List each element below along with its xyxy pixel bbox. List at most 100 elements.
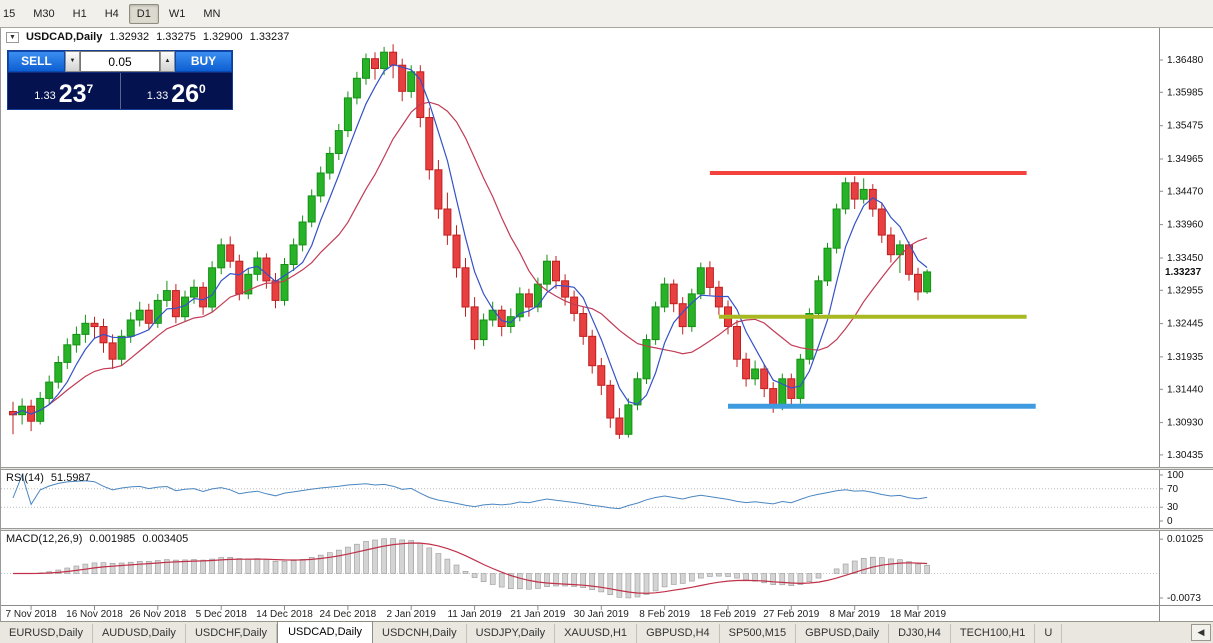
candle — [850, 182, 859, 200]
macd-histogram-bar — [372, 539, 378, 574]
candle — [814, 280, 823, 315]
svg-text:1.36480: 1.36480 — [1167, 55, 1204, 66]
candle — [226, 244, 235, 262]
macd-histogram-bar — [860, 557, 867, 574]
macd-histogram-bar — [797, 573, 804, 585]
rsi-pane-canvas[interactable]: 100 70 30 0 — [1, 470, 1213, 528]
macd-histogram-bar — [598, 573, 605, 593]
ma-fast-line[interactable] — [12, 63, 928, 416]
candle — [823, 247, 832, 282]
macd-histogram-bar — [326, 552, 333, 574]
chart-tab-usdjpy-daily[interactable]: USDJPY,Daily — [467, 624, 556, 643]
candles-layer — [9, 44, 932, 439]
chart-window[interactable]: 1.36480 1.35985 1.35475 1.34965 1.34470 1.339… — [0, 28, 1213, 621]
ma-slow-line[interactable] — [12, 101, 928, 416]
time-axis-canvas[interactable]: 7 Nov 2018 16 Nov 2018 26 Nov 2018 5 Dec 20… — [1, 605, 1213, 621]
chart-tab-dj30-h4[interactable]: DJ30,H4 — [889, 624, 951, 643]
chart-tab-gbpusd-h4[interactable]: GBPUSD,H4 — [637, 624, 720, 643]
candle — [832, 208, 841, 249]
timeframe-button-d1[interactable]: D1 — [128, 3, 159, 24]
macd-histogram-bar — [335, 549, 342, 574]
svg-text:8 Mar 2019: 8 Mar 2019 — [829, 609, 880, 620]
chart-tab-xauusd-h1[interactable]: XAUUSD,H1 — [555, 624, 638, 643]
pane-splitter[interactable] — [1, 528, 1213, 531]
macd-histogram-bar — [317, 554, 324, 574]
candle — [425, 117, 434, 171]
sell-price[interactable]: 1.33 23 7 — [8, 73, 121, 109]
candle — [533, 283, 542, 308]
macd-histogram-bar — [670, 573, 677, 585]
macd-histogram-bar — [173, 559, 179, 574]
chart-tab-usdcad-daily[interactable]: USDCAD,Daily — [277, 621, 374, 643]
macd-signal-line — [13, 542, 928, 594]
svg-text:1.33237: 1.33237 — [1165, 267, 1202, 278]
tab-scroll-left-icon[interactable]: ◀ — [1191, 624, 1211, 641]
candle — [615, 417, 624, 435]
candle — [135, 309, 144, 321]
macd-histogram-bar — [526, 573, 532, 590]
macd-histogram-bar — [616, 573, 623, 598]
candle — [742, 358, 751, 380]
svg-text:1.34965: 1.34965 — [1167, 154, 1204, 165]
chart-tab-gbpusd-daily[interactable]: GBPUSD,Daily — [796, 624, 890, 643]
macd-histogram-bar — [245, 558, 252, 574]
timeframe-button-h4[interactable]: H4 — [104, 7, 119, 20]
pane-splitter[interactable] — [1, 467, 1213, 470]
macd-histogram-bar — [580, 573, 587, 588]
chart-tab-u[interactable]: U — [1035, 624, 1063, 643]
svg-text:0.01025: 0.01025 — [1167, 534, 1204, 545]
volume-input[interactable] — [80, 51, 160, 72]
svg-text:1.30435: 1.30435 — [1167, 450, 1204, 461]
macd-histogram — [1, 538, 1159, 599]
price-chart-canvas[interactable]: 1.36480 1.35985 1.35475 1.34965 1.34470 1.339… — [1, 28, 1213, 467]
candle — [72, 333, 81, 346]
macd-histogram-bar — [209, 558, 215, 574]
timeframe-button-mn[interactable]: MN — [203, 7, 221, 20]
chart-tab-usdcnh-daily[interactable]: USDCNH,Daily — [373, 624, 467, 643]
macd-histogram-bar — [182, 559, 188, 574]
sell-button[interactable]: SELL — [8, 51, 65, 72]
candle — [316, 172, 325, 197]
trade-panel-controls: SELL ▼ ▲ BUY — [8, 51, 232, 72]
macd-histogram-bar — [489, 573, 496, 585]
chart-tab-eurusd-daily[interactable]: EURUSD,Daily — [0, 624, 93, 643]
macd-histogram-bar — [679, 573, 686, 584]
macd-histogram-bar — [399, 539, 406, 574]
buy-price-prefix: 1.33 — [146, 90, 169, 102]
svg-text:18 Feb 2019: 18 Feb 2019 — [700, 609, 757, 620]
timeframe-button-h1[interactable]: H1 — [72, 7, 87, 20]
time-axis[interactable]: 7 Nov 2018 16 Nov 2018 26 Nov 2018 5 Dec 20… — [1, 605, 1213, 621]
rsi-axis[interactable]: 100 70 30 0 — [1159, 470, 1184, 528]
svg-text:16 Nov 2018: 16 Nov 2018 — [66, 609, 123, 620]
candle — [552, 260, 560, 282]
trade-panel-collapse-icon[interactable]: ▼ — [6, 31, 19, 43]
volume-increase-button[interactable]: ▲ — [160, 51, 175, 72]
chart-tab-usdchf-daily[interactable]: USDCHF,Daily — [186, 624, 278, 643]
macd-axis[interactable]: 0.01025 -0.0073 — [1159, 531, 1204, 605]
macd-histogram-bar — [761, 573, 768, 584]
buy-price[interactable]: 1.33 26 0 — [121, 73, 233, 109]
candle — [280, 264, 289, 301]
svg-text:27 Feb 2019: 27 Feb 2019 — [763, 609, 820, 620]
chart-tab-audusd-daily[interactable]: AUDUSD,Daily — [93, 624, 186, 643]
svg-text:14 Dec 2018: 14 Dec 2018 — [256, 609, 313, 620]
timeframe-button-w1[interactable]: W1 — [168, 7, 186, 20]
price-axis[interactable]: 1.36480 1.35985 1.35475 1.34965 1.34470 1.339… — [1159, 28, 1204, 467]
candle — [678, 303, 687, 328]
candle — [796, 358, 805, 399]
macd-pane-canvas[interactable]: 0.01025 -0.0073 — [1, 531, 1213, 605]
timeframe-button-m30[interactable]: M30 — [33, 7, 55, 20]
macd-histogram-bar — [806, 573, 813, 582]
macd-histogram-bar — [869, 556, 876, 574]
candle — [751, 368, 760, 380]
candle — [642, 339, 651, 380]
macd-histogram-bar — [354, 543, 360, 574]
chart-tab-tech100-h1[interactable]: TECH100,H1 — [951, 624, 1036, 643]
volume-decrease-button[interactable]: ▼ — [65, 51, 80, 72]
candle — [407, 71, 416, 92]
macd-histogram-bar — [272, 560, 279, 574]
chart-tab-sp500-m15[interactable]: SP500,M15 — [720, 624, 797, 643]
timeframe-button-15[interactable]: 15 — [3, 7, 16, 20]
buy-button[interactable]: BUY — [175, 51, 232, 72]
macd-histogram-bar — [453, 564, 460, 574]
